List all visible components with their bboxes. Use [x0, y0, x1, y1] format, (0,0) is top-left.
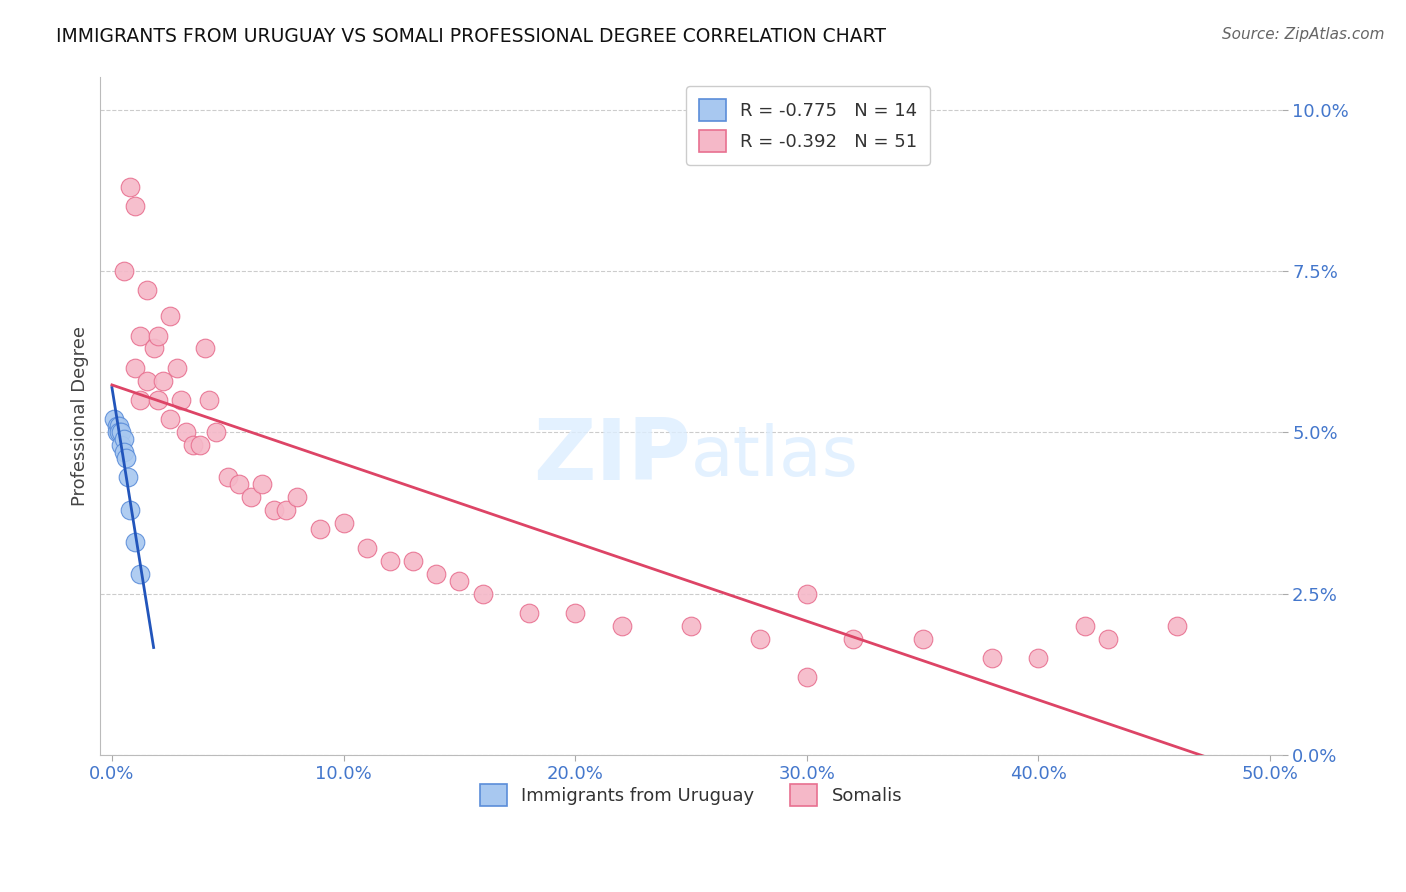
Point: [378, 554, 401, 568]
Point: [128, 567, 150, 582]
Point: [170, 392, 193, 407]
Point: [356, 541, 378, 556]
Point: [217, 470, 239, 484]
Point: [981, 651, 1004, 665]
Point: [188, 438, 211, 452]
Point: [148, 328, 170, 343]
Point: [425, 567, 447, 582]
Point: [152, 374, 174, 388]
Point: [108, 425, 131, 440]
Point: [124, 360, 146, 375]
Point: [228, 477, 250, 491]
Point: [114, 451, 136, 466]
Point: [110, 438, 132, 452]
Point: [239, 490, 262, 504]
Point: [402, 554, 425, 568]
Point: [564, 606, 586, 620]
Point: [181, 438, 204, 452]
Point: [166, 360, 188, 375]
Point: [449, 574, 471, 588]
Point: [108, 418, 131, 433]
Point: [124, 199, 146, 213]
Point: [194, 342, 217, 356]
Point: [911, 632, 934, 646]
Point: [159, 412, 181, 426]
Text: atlas: atlas: [690, 424, 859, 491]
Point: [1166, 619, 1188, 633]
Point: [103, 412, 125, 426]
Point: [796, 586, 818, 600]
Point: [120, 180, 142, 194]
Point: [309, 522, 332, 536]
Point: [174, 425, 197, 440]
Point: [148, 392, 170, 407]
Point: [159, 309, 181, 323]
Point: [285, 490, 308, 504]
Point: [112, 444, 135, 458]
Point: [112, 432, 135, 446]
Legend: Immigrants from Uruguay, Somalis: Immigrants from Uruguay, Somalis: [472, 777, 910, 814]
Point: [332, 516, 354, 530]
Point: [263, 502, 285, 516]
Point: [135, 284, 157, 298]
Point: [198, 392, 221, 407]
Text: Source: ZipAtlas.com: Source: ZipAtlas.com: [1222, 27, 1385, 42]
Point: [749, 632, 772, 646]
Text: IMMIGRANTS FROM URUGUAY VS SOMALI PROFESSIONAL DEGREE CORRELATION CHART: IMMIGRANTS FROM URUGUAY VS SOMALI PROFES…: [56, 27, 886, 45]
Point: [128, 328, 150, 343]
Point: [1097, 632, 1119, 646]
Y-axis label: Professional Degree: Professional Degree: [72, 326, 89, 506]
Point: [110, 425, 132, 440]
Point: [610, 619, 633, 633]
Text: ZIP: ZIP: [533, 416, 690, 499]
Point: [128, 392, 150, 407]
Point: [679, 619, 702, 633]
Point: [252, 477, 274, 491]
Point: [274, 502, 297, 516]
Point: [842, 632, 865, 646]
Point: [1074, 619, 1097, 633]
Point: [105, 425, 128, 440]
Point: [1028, 651, 1050, 665]
Point: [124, 535, 146, 549]
Point: [135, 374, 157, 388]
Point: [120, 502, 142, 516]
Point: [105, 418, 128, 433]
Point: [117, 470, 139, 484]
Point: [205, 425, 228, 440]
Point: [471, 586, 494, 600]
Point: [796, 671, 818, 685]
Point: [517, 606, 540, 620]
Point: [112, 264, 135, 278]
Point: [142, 342, 165, 356]
